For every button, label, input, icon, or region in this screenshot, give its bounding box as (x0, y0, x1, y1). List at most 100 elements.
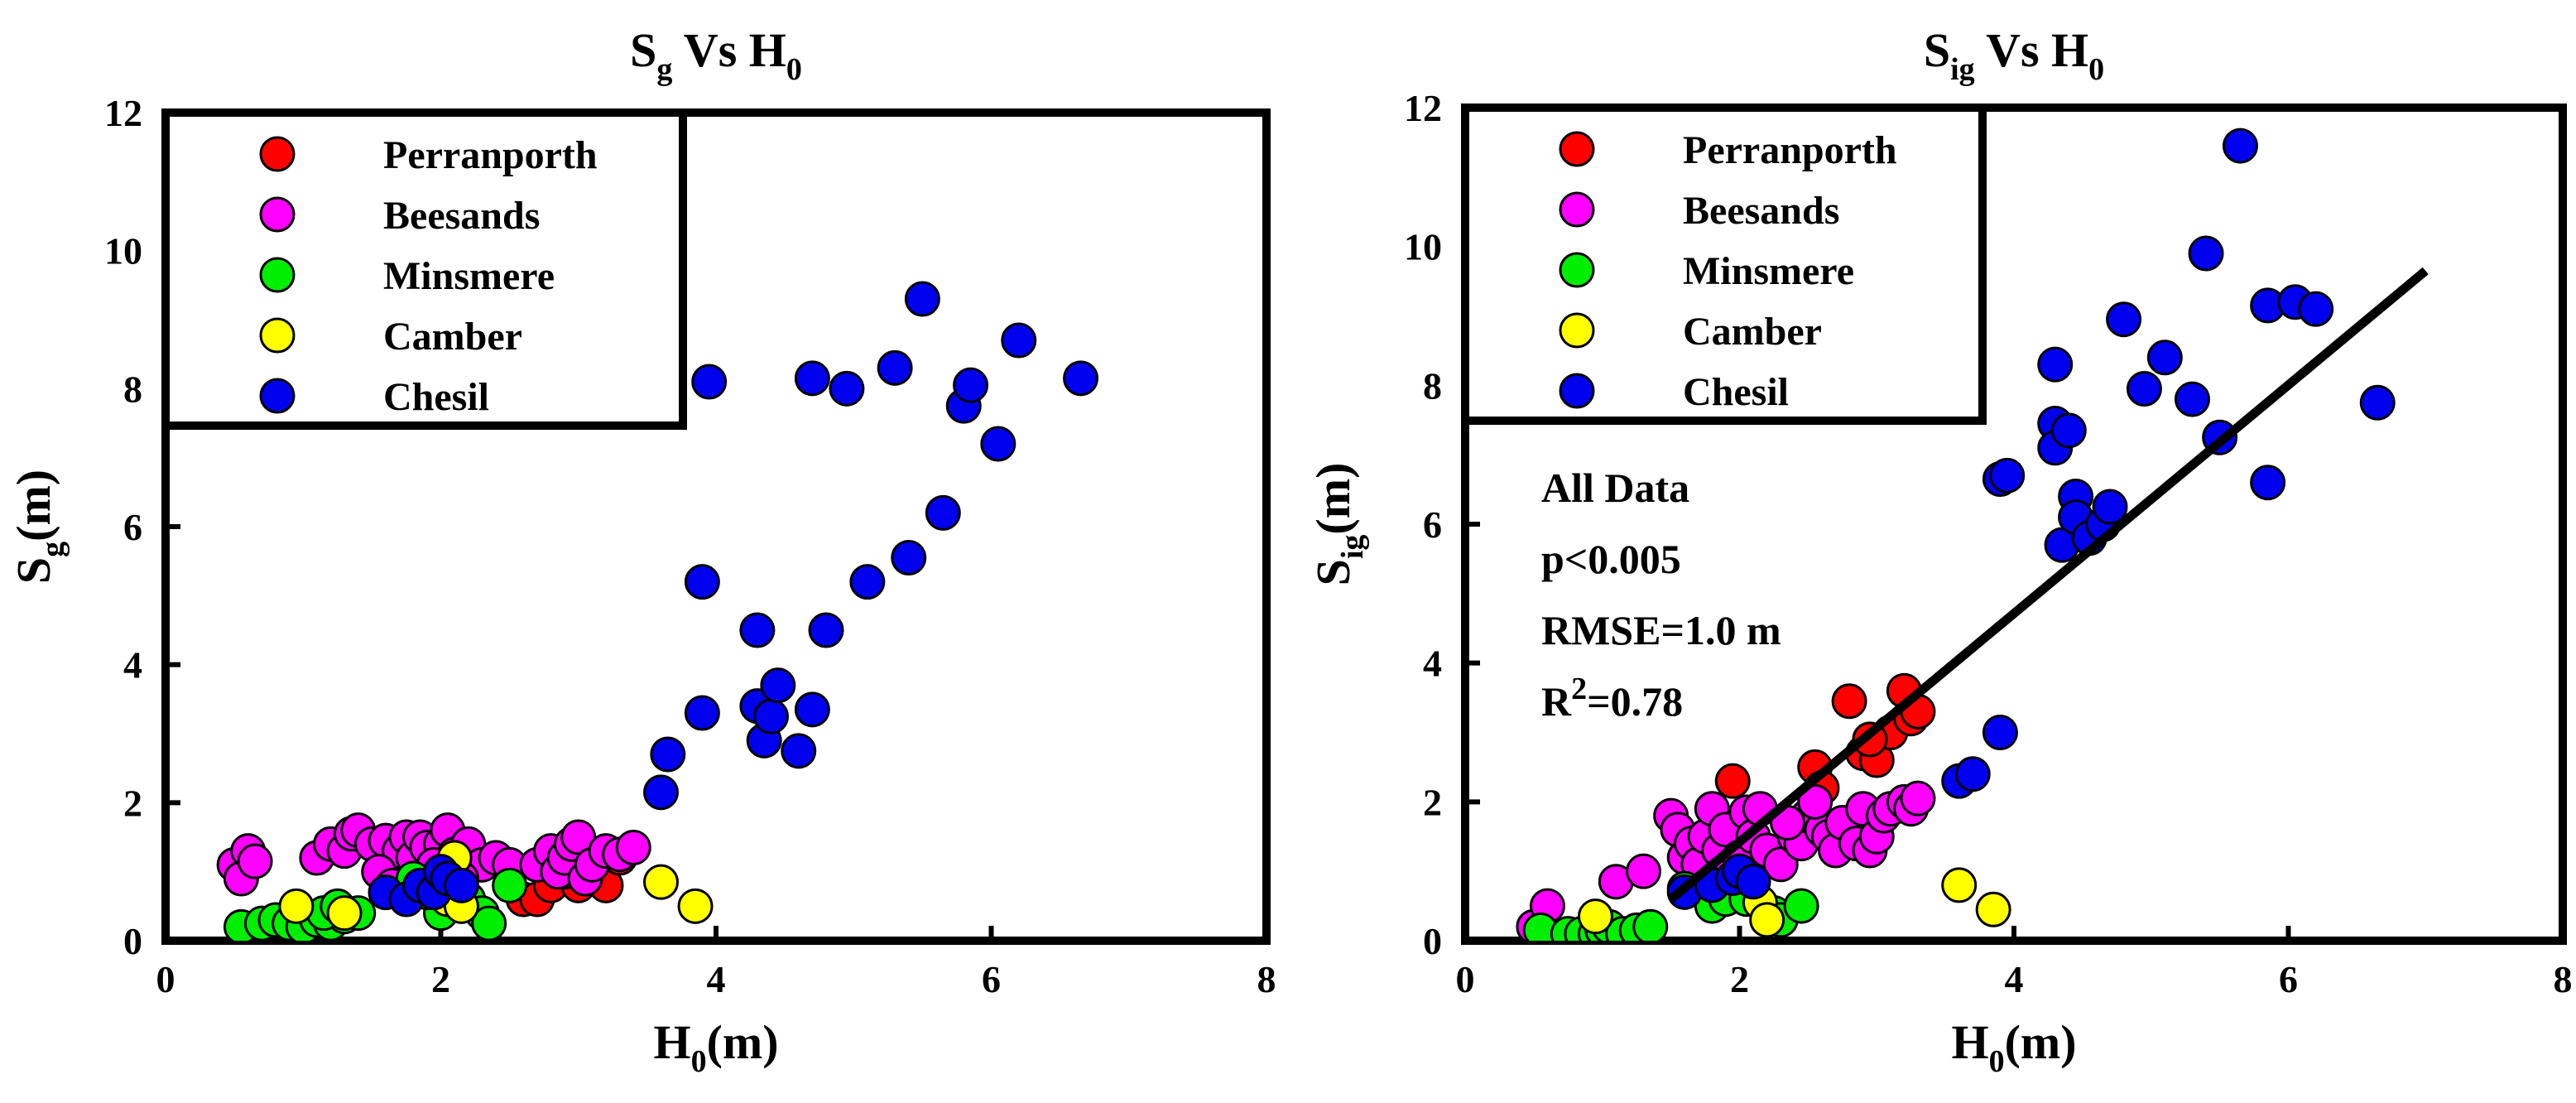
left-y-tick-label: 0 (123, 920, 142, 962)
data-point-chesil (684, 564, 720, 600)
data-point-chesil (1063, 360, 1099, 397)
data-point-chesil (1954, 756, 1991, 792)
left-x-tick-label: 4 (707, 958, 726, 1000)
data-point-chesil (1001, 322, 1037, 359)
data-point-chesil (2298, 291, 2334, 327)
legend-marker-chesil (259, 378, 296, 414)
data-point-chesil (2050, 412, 2087, 449)
legend-label-beesands: Beesands (1683, 189, 1839, 233)
data-point-chesil (760, 667, 796, 704)
legend-label-minsmere: Minsmere (383, 254, 555, 298)
right-y-tick-label: 8 (1423, 364, 1442, 407)
legend-marker-beesands (1559, 191, 1595, 228)
data-point-chesil (2174, 381, 2210, 417)
data-point-beesands (1900, 780, 1936, 816)
data-point-minsmere (471, 905, 507, 941)
data-point-chesil (953, 367, 989, 403)
data-point-camber (278, 888, 315, 924)
right-x-tick-label: 6 (2279, 958, 2298, 1000)
data-point-chesil (650, 736, 686, 773)
data-point-chesil (2037, 346, 2074, 383)
left-y-tick-label: 12 (104, 92, 142, 134)
annotation-p-value: p<0.005 (1541, 536, 1681, 582)
data-point-camber (677, 888, 714, 924)
data-point-chesil (980, 426, 1016, 462)
left-y-tick-label: 6 (123, 506, 142, 548)
data-point-chesil (877, 349, 913, 386)
xlabel-main: H (1951, 1015, 1988, 1069)
data-point-chesil (2106, 301, 2142, 338)
legend-label-camber: Camber (1683, 310, 1822, 354)
data-point-chesil (739, 612, 776, 648)
left-x-tick-label: 6 (982, 958, 1001, 1000)
xlabel-subscript: 0 (1989, 1044, 2005, 1079)
r2-superscript: 2 (1571, 672, 1587, 706)
r2-main: R (1541, 678, 1572, 725)
right-x-tick-label: 8 (2554, 958, 2573, 1000)
right-x-tick-label: 4 (2005, 958, 2024, 1000)
r2-rest: =0.78 (1587, 678, 1683, 725)
data-point-chesil (829, 370, 865, 407)
right-x-tick-label: 0 (1456, 958, 1475, 1000)
legend-marker-chesil (1559, 373, 1595, 409)
title-subscript: ig (1950, 52, 1975, 87)
right-series-camber (1577, 867, 2011, 938)
data-point-minsmere (1632, 908, 1669, 941)
legend-label-beesands: Beesands (383, 194, 540, 238)
left-x-tick-label: 8 (1257, 958, 1276, 1000)
data-point-camber (1577, 898, 1613, 935)
right-x-axis-label: H0(m) (1951, 1015, 2076, 1079)
left-y-tick-label: 10 (104, 230, 142, 272)
title-subscript: g (656, 52, 672, 87)
data-point-camber (1975, 891, 2011, 927)
data-point-chesil (443, 867, 479, 903)
left-chart-title: Sg Vs H0 (630, 23, 802, 87)
data-point-chesil (849, 564, 886, 600)
legend-label-minsmere: Minsmere (1683, 249, 1854, 293)
title-main: S (1924, 23, 1950, 77)
data-point-chesil (794, 360, 830, 397)
ylabel-rest: (m) (7, 470, 60, 542)
data-point-beesands (1625, 853, 1661, 889)
left-series-chesil (368, 281, 1099, 918)
data-point-camber (1749, 902, 1785, 938)
title-mid: Vs H (1975, 23, 2089, 77)
data-point-camber (1941, 867, 1978, 903)
right-y-tick-label: 10 (1404, 226, 1442, 268)
legend-label-perranporth: Perranporth (383, 133, 598, 177)
annotation-r-squared: R2=0.78 (1541, 672, 1683, 725)
annotation-all-data: All Data (1541, 465, 1689, 511)
ylabel-main: S (1306, 559, 1360, 585)
left-y-tick-label: 2 (123, 782, 142, 824)
right-x-tick-label: 2 (1730, 958, 1749, 1000)
right-regression-line (1668, 267, 2429, 903)
ylabel-rest: (m) (1306, 463, 1360, 535)
data-point-chesil (691, 364, 728, 400)
data-point-beesands (237, 843, 273, 879)
data-point-chesil (753, 698, 789, 735)
ylabel-main: S (7, 557, 60, 584)
right-y-axis-label: Sig(m) (1306, 463, 1370, 586)
left-legend-box (161, 108, 687, 430)
legend-marker-camber (1559, 312, 1595, 349)
data-point-chesil (2188, 235, 2224, 272)
data-point-chesil (1989, 457, 2026, 494)
data-point-chesil (2359, 384, 2396, 421)
left-x-axis-label: H0(m) (653, 1015, 778, 1079)
data-point-chesil (643, 774, 679, 811)
xlabel-main: H (653, 1015, 690, 1069)
title-subscript: 0 (786, 52, 802, 87)
data-point-camber (643, 864, 679, 900)
legend-marker-perranporth (259, 136, 296, 172)
xlabel-rest: (m) (707, 1015, 779, 1069)
left-legend: Perranporth Beesands Minsmere Camber Chesil (161, 108, 687, 430)
data-point-chesil (891, 540, 927, 576)
data-point-chesil (925, 494, 961, 531)
data-point-chesil (1982, 715, 2018, 750)
legend-marker-perranporth (1559, 131, 1595, 167)
data-point-perranporth (1714, 763, 1751, 799)
legend-label-camber: Camber (383, 315, 522, 359)
